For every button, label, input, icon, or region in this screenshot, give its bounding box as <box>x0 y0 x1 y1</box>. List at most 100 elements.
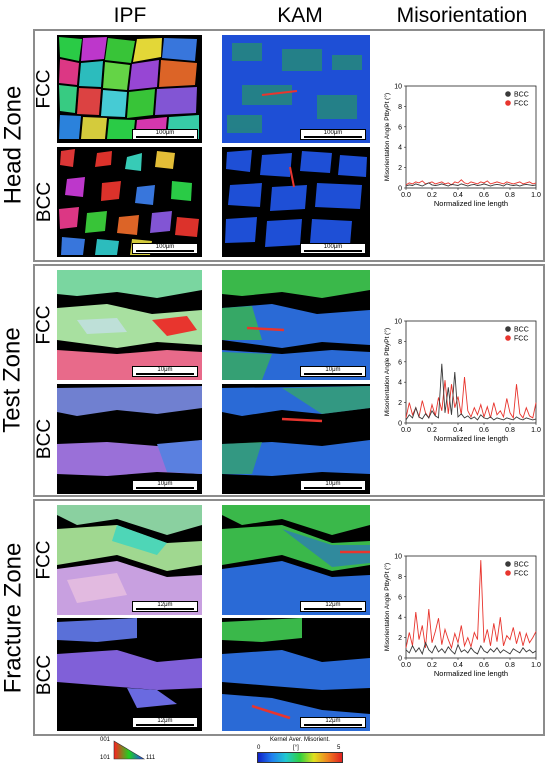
kam-colorbar-title: Kernel Aver. Misorient. <box>270 737 330 743</box>
kam-map-fracture-fcc: 12μm <box>222 505 370 615</box>
legend-label-fcc: FCC <box>514 571 528 578</box>
series-line-bcc <box>405 363 537 421</box>
misorientation-chart-fracture: 0 2 4 6 8 10 0.0 0.2 0.4 0.6 0.8 1.0 Normalized line… <box>376 550 542 690</box>
kam-map-test-bcc: 10μm <box>222 384 370 494</box>
legend-label-bcc: BCC <box>514 92 529 99</box>
scalebar: 100μm <box>132 243 198 254</box>
series-line-bcc <box>405 182 537 187</box>
ipf-map-head-bcc: 100μm <box>57 147 202 257</box>
scalebar: 10μm <box>132 366 198 377</box>
y-tick-label: 8 <box>398 339 402 346</box>
column-header-kam: KAM <box>277 4 323 27</box>
y-tick-label: 6 <box>398 594 402 601</box>
x-tick-label: 0.4 <box>453 427 463 434</box>
phase-label-fracture-bcc: BCC <box>34 654 55 695</box>
phase-label-head-bcc: BCC <box>34 181 55 223</box>
phase-label-fracture-fcc: FCC <box>34 540 55 580</box>
legend-marker-bcc <box>505 561 511 567</box>
y-tick-label: 6 <box>398 124 402 131</box>
y-tick-label: 2 <box>398 165 402 172</box>
column-header-misorientation: Misorientation <box>396 4 528 27</box>
legend-label-fcc: FCC <box>514 101 528 108</box>
y-tick-label: 6 <box>398 359 402 366</box>
misorientation-chart-test: 0 2 4 6 8 10 0.0 0.2 0.4 0.6 0.8 1.0 Normalized line… <box>376 315 542 455</box>
y-axis-label: Misorientation Angle PtbyPt (°) <box>383 328 391 416</box>
y-axis-label: Misorientation Angle PtbyPt (°) <box>383 93 391 181</box>
scalebar: 12μm <box>300 717 366 728</box>
ipf-label-001: 001 <box>100 737 111 743</box>
y-tick-label: 8 <box>398 104 402 111</box>
scalebar: 100μm <box>300 243 366 254</box>
x-axis-label: Normalized line length <box>434 434 508 443</box>
legend-label-bcc: BCC <box>514 327 529 334</box>
y-tick-label: 0 <box>398 421 402 428</box>
ipf-map-fracture-bcc: 12μm <box>57 618 202 731</box>
y-tick-label: 10 <box>394 554 402 561</box>
kam-map-head-fcc: 100μm <box>222 35 370 143</box>
x-tick-label: 0.0 <box>401 662 411 669</box>
legend-label-fcc: FCC <box>514 336 528 343</box>
ipf-map-head-fcc: 100μm <box>57 35 202 143</box>
series-line-bcc <box>405 641 537 656</box>
kam-colorbar-legend: Kernel Aver. Misorient. 0 [°] 5 <box>255 737 345 765</box>
ipf-triangle-legend: 001 101 111 <box>100 737 160 763</box>
kam-map-fracture-bcc: 12μm <box>222 618 370 731</box>
x-tick-label: 0.6 <box>479 192 489 199</box>
kam-colorbar-min: 0 <box>257 745 261 751</box>
series-line-fcc <box>405 560 537 650</box>
ipf-map-test-bcc: 10μm <box>57 384 202 494</box>
plot-area <box>405 555 537 659</box>
scalebar: 100μm <box>300 129 366 140</box>
x-tick-label: 1.0 <box>531 662 541 669</box>
zone-label-test: Test Zone <box>0 327 27 433</box>
y-tick-label: 2 <box>398 400 402 407</box>
y-tick-label: 10 <box>394 319 402 326</box>
x-tick-label: 0.4 <box>453 192 463 199</box>
x-tick-label: 0.8 <box>505 662 515 669</box>
phase-label-head-fcc: FCC <box>34 69 55 109</box>
ipf-map-fracture-fcc: 12μm <box>57 505 202 615</box>
scalebar: 10μm <box>300 480 366 491</box>
legend-marker-fcc <box>505 100 511 106</box>
x-tick-label: 0.2 <box>427 192 437 199</box>
zone-label-fracture: Fracture Zone <box>0 542 27 693</box>
ipf-map-test-fcc: 10μm <box>57 270 202 380</box>
x-tick-label: 0.4 <box>453 662 463 669</box>
zone-label-head: Head Zone <box>0 85 26 205</box>
x-tick-label: 0.0 <box>401 192 411 199</box>
phase-label-test-bcc: BCC <box>34 418 55 460</box>
plot-area <box>405 85 537 189</box>
x-tick-label: 0.8 <box>505 427 515 434</box>
y-tick-label: 8 <box>398 574 402 581</box>
x-tick-label: 0.8 <box>505 192 515 199</box>
x-tick-label: 0.2 <box>427 662 437 669</box>
legend-marker-bcc <box>505 91 511 97</box>
x-tick-label: 0.6 <box>479 427 489 434</box>
x-tick-label: 0.0 <box>401 427 411 434</box>
x-axis-label: Normalized line length <box>434 669 508 678</box>
ipf-label-101: 101 <box>100 755 111 761</box>
y-tick-label: 10 <box>394 84 402 91</box>
legend-marker-fcc <box>505 570 511 576</box>
kam-colorbar-unit: [°] <box>293 745 299 751</box>
column-header-ipf: IPF <box>113 4 147 27</box>
x-tick-label: 0.2 <box>427 427 437 434</box>
ipf-label-111: 111 <box>146 755 156 761</box>
scalebar: 12μm <box>300 601 366 612</box>
y-tick-label: 0 <box>398 186 402 193</box>
misorientation-chart-head: 0 2 4 6 8 10 0.0 0.2 0.4 0.6 0.8 1.0 Normalized line… <box>376 80 542 220</box>
phase-label-test-fcc: FCC <box>34 305 55 345</box>
scalebar: 10μm <box>300 366 366 377</box>
kam-map-test-fcc: 10μm <box>222 270 370 380</box>
y-tick-label: 0 <box>398 656 402 663</box>
kam-colorbar-max: 5 <box>337 745 341 751</box>
x-tick-label: 0.6 <box>479 662 489 669</box>
y-tick-label: 2 <box>398 635 402 642</box>
legend-label-bcc: BCC <box>514 562 529 569</box>
legend-marker-fcc <box>505 335 511 341</box>
y-axis-label: Misorientation Angle PtbyPt (°) <box>383 563 391 651</box>
scalebar: 10μm <box>132 480 198 491</box>
legend-marker-bcc <box>505 326 511 332</box>
x-tick-label: 1.0 <box>531 427 541 434</box>
scalebar: 12μm <box>132 601 198 612</box>
